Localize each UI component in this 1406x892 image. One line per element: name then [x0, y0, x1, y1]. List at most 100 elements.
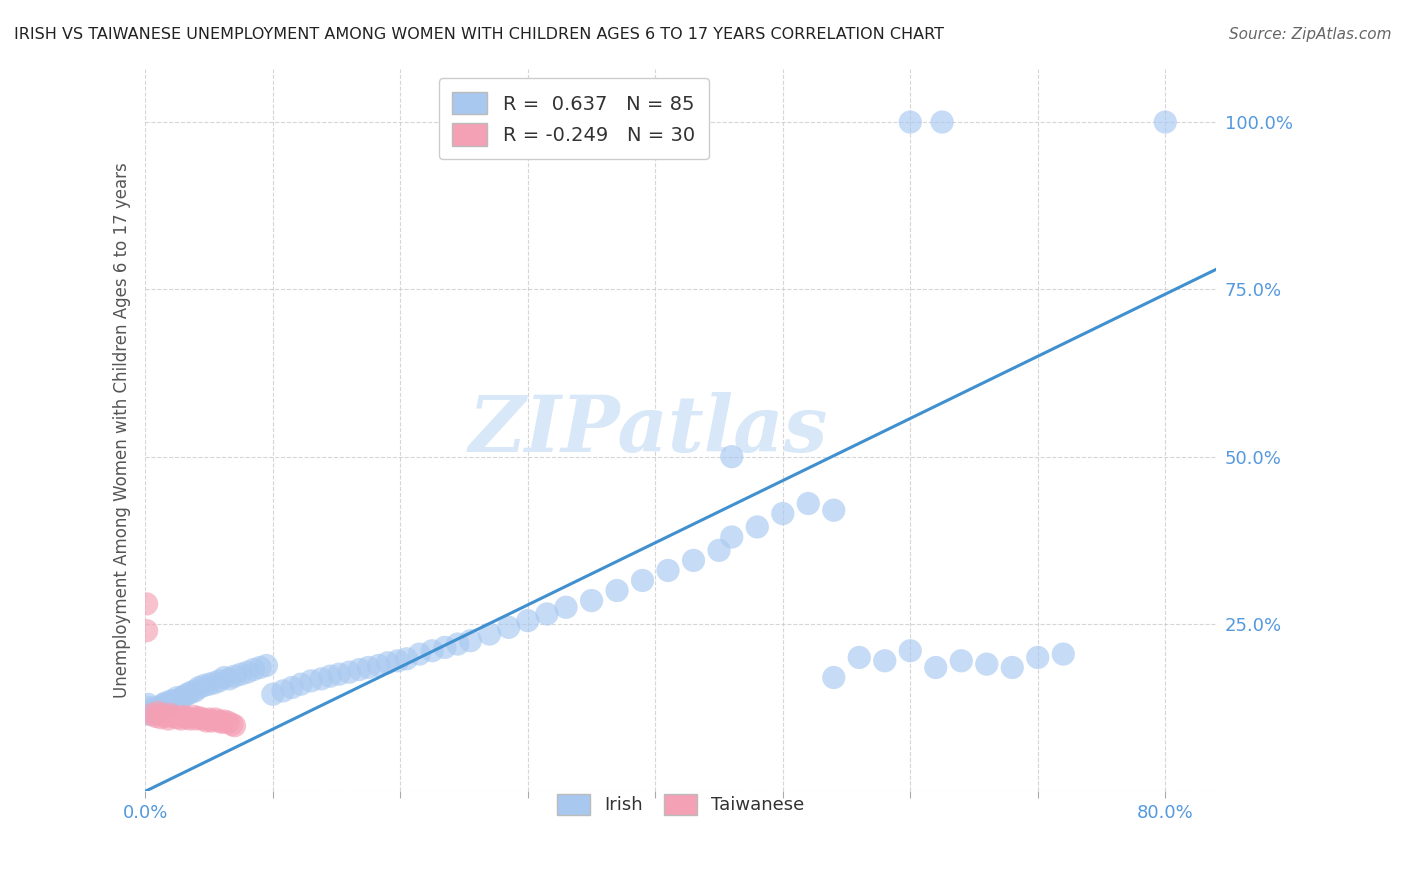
Point — [155, 696, 177, 710]
Point — [211, 715, 233, 730]
Point — [249, 660, 271, 674]
Text: IRISH VS TAIWANESE UNEMPLOYMENT AMONG WOMEN WITH CHILDREN AGES 6 TO 17 YEARS COR: IRISH VS TAIWANESE UNEMPLOYMENT AMONG WO… — [14, 27, 943, 42]
Point — [631, 574, 654, 588]
Point — [873, 654, 896, 668]
Point — [299, 673, 322, 688]
Point — [606, 583, 628, 598]
Point — [516, 614, 538, 628]
Point — [135, 624, 157, 638]
Point — [581, 593, 603, 607]
Point — [797, 496, 820, 510]
Point — [555, 600, 578, 615]
Point — [204, 712, 226, 726]
Point — [720, 530, 742, 544]
Point — [682, 553, 704, 567]
Point — [149, 700, 172, 714]
Point — [387, 654, 409, 668]
Point — [498, 620, 520, 634]
Point — [460, 633, 482, 648]
Point — [319, 669, 342, 683]
Point — [823, 503, 845, 517]
Point — [349, 663, 371, 677]
Point — [180, 685, 202, 699]
Point — [162, 694, 184, 708]
Point — [143, 703, 166, 717]
Point — [478, 627, 501, 641]
Point — [202, 676, 225, 690]
Point — [138, 707, 160, 722]
Point — [357, 660, 380, 674]
Point — [141, 704, 163, 718]
Point — [772, 507, 794, 521]
Point — [262, 687, 284, 701]
Point — [142, 706, 165, 720]
Point — [1001, 660, 1024, 674]
Point — [976, 657, 998, 672]
Point — [162, 709, 184, 723]
Point — [146, 704, 169, 718]
Point — [208, 714, 231, 728]
Point — [214, 671, 236, 685]
Point — [208, 673, 231, 688]
Point — [145, 707, 167, 722]
Point — [198, 677, 221, 691]
Point — [184, 684, 207, 698]
Point — [176, 687, 198, 701]
Point — [187, 681, 209, 695]
Point — [1026, 650, 1049, 665]
Point — [925, 660, 948, 674]
Point — [898, 115, 921, 129]
Point — [166, 690, 188, 705]
Point — [337, 665, 360, 680]
Point — [139, 700, 162, 714]
Point — [135, 597, 157, 611]
Point — [931, 115, 953, 129]
Point — [898, 644, 921, 658]
Point — [367, 658, 389, 673]
Point — [720, 450, 742, 464]
Point — [149, 711, 172, 725]
Point — [152, 707, 174, 722]
Point — [136, 698, 159, 712]
Point — [152, 698, 174, 712]
Point — [159, 694, 181, 708]
Point — [433, 640, 456, 655]
Legend: Irish, Taiwanese: Irish, Taiwanese — [546, 783, 815, 826]
Point — [823, 671, 845, 685]
Point — [166, 711, 188, 725]
Point — [157, 712, 180, 726]
Point — [187, 711, 209, 725]
Point — [271, 684, 294, 698]
Point — [408, 647, 430, 661]
Point — [395, 652, 418, 666]
Point — [146, 706, 169, 720]
Point — [159, 707, 181, 722]
Point — [153, 698, 176, 713]
Point — [217, 715, 239, 730]
Point — [1052, 647, 1074, 661]
Point — [141, 707, 163, 722]
Y-axis label: Unemployment Among Women with Children Ages 6 to 17 years: Unemployment Among Women with Children A… — [114, 162, 131, 698]
Point — [290, 677, 312, 691]
Point — [242, 663, 264, 677]
Point — [145, 709, 167, 723]
Point — [193, 679, 215, 693]
Point — [224, 669, 246, 683]
Point — [186, 712, 208, 726]
Point — [218, 672, 240, 686]
Point — [254, 658, 277, 673]
Point — [707, 543, 730, 558]
Point — [155, 709, 177, 723]
Point — [221, 717, 243, 731]
Point — [328, 667, 350, 681]
Point — [224, 719, 246, 733]
Point — [420, 644, 443, 658]
Point — [183, 709, 205, 723]
Text: ZIPatlas: ZIPatlas — [470, 392, 828, 468]
Point — [201, 714, 224, 728]
Point — [146, 700, 169, 714]
Point — [191, 712, 214, 726]
Point — [950, 654, 973, 668]
Point — [173, 709, 195, 723]
Point — [170, 712, 193, 726]
